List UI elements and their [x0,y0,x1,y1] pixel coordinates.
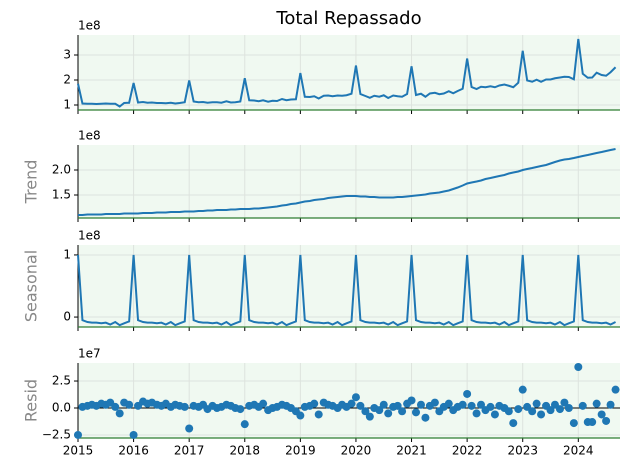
plot-area [78,363,620,438]
offset-label: 1e8 [78,19,101,33]
point [259,399,268,408]
x-tick-label: 2016 [118,444,149,458]
point [472,409,481,418]
y-tick-label: 1 [63,98,71,112]
point [111,402,120,411]
line [77,38,617,108]
y-tick-label: 2.0 [52,163,71,177]
point [569,419,578,428]
point [490,410,499,419]
point [458,400,467,409]
point [606,400,615,409]
offset-label: 1e8 [78,229,101,243]
y-tick-label: −2.5 [42,427,71,441]
y-tick-label: 3 [63,48,71,62]
point [421,413,430,422]
point [467,401,476,410]
point [602,416,611,425]
point [574,362,583,371]
point [592,399,601,408]
point [463,389,472,398]
point [115,409,124,418]
point [384,409,393,418]
x-tick-label: 2022 [452,444,483,458]
y-axis-label: Trend [22,160,41,205]
point [537,410,546,419]
point [411,408,420,417]
point [393,401,402,410]
point [564,404,573,412]
point [185,424,194,433]
point [509,419,518,428]
x-tick-label: 2018 [229,444,260,458]
point [588,418,597,427]
point [310,399,319,408]
point [365,412,374,421]
point [129,430,138,439]
y-tick-label: 2.5 [52,374,71,388]
line [77,254,616,327]
point [597,410,606,419]
chart-title: Total Repassado [275,8,421,29]
point [375,406,384,415]
x-tick-label: 2019 [285,444,316,458]
point [240,420,249,429]
point [555,405,564,414]
point [546,406,555,415]
y-tick-label: 0 [63,310,71,324]
point [407,396,416,405]
point [514,405,523,414]
x-tick-label: 2017 [174,444,205,458]
plot-area [78,245,620,327]
y-tick-label: 1 [63,247,71,261]
point [444,399,453,408]
plot-area [78,35,620,110]
point [314,410,323,419]
point [486,402,495,411]
point [351,393,360,402]
x-tick-label: 2020 [341,444,372,458]
point [518,385,527,394]
point [361,407,370,416]
point [356,401,365,410]
point [398,407,407,416]
point [296,411,305,420]
x-tick-label: 2023 [507,444,538,458]
point [528,407,537,416]
y-tick-label: 1.5 [52,188,71,202]
point [560,398,569,407]
point [504,407,513,416]
offset-label: 1e7 [78,347,101,361]
point [416,400,425,409]
point [611,385,620,394]
offset-label: 1e8 [78,129,101,143]
point [125,400,134,409]
point [430,398,439,407]
point [578,401,587,410]
y-axis-label: Seasonal [22,250,41,322]
point [180,402,189,411]
y-axis-label: Resid [22,379,41,422]
y-tick-label: 2 [63,73,71,87]
line [78,148,616,216]
x-tick-label: 2015 [63,444,94,458]
y-tick-label: 0.0 [52,401,71,415]
plot-area [78,145,620,218]
x-tick-label: 2024 [563,444,594,458]
point [347,399,356,408]
point [379,400,388,409]
point [74,430,82,439]
x-tick-label: 2021 [396,444,427,458]
point [236,405,245,414]
point [532,399,541,408]
point [477,400,486,409]
